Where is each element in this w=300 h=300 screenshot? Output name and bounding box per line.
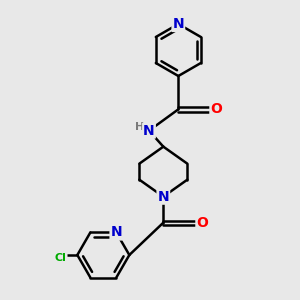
Text: H: H bbox=[135, 122, 144, 132]
Text: N: N bbox=[172, 17, 184, 31]
Text: O: O bbox=[210, 102, 222, 116]
Text: O: O bbox=[196, 216, 208, 230]
Text: N: N bbox=[110, 226, 122, 239]
Text: N: N bbox=[158, 190, 169, 204]
Text: N: N bbox=[143, 124, 155, 138]
Text: Cl: Cl bbox=[55, 253, 67, 263]
